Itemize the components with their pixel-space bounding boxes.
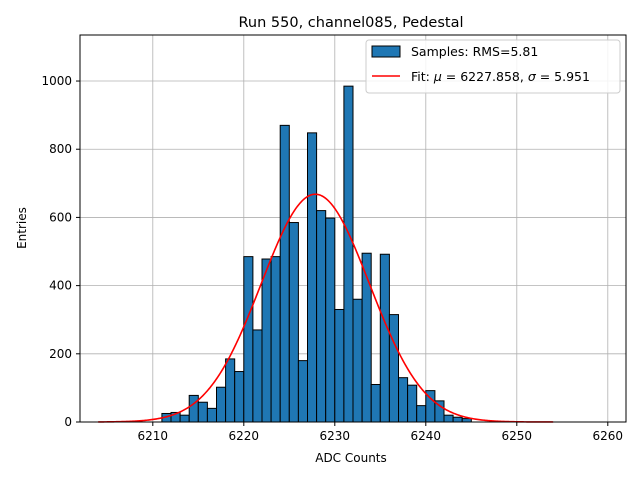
histogram-bar bbox=[343, 85, 354, 423]
histogram-bar bbox=[225, 358, 236, 423]
fit-curve bbox=[98, 193, 554, 423]
histogram-bar bbox=[443, 414, 454, 423]
y-tick-label: 200 bbox=[49, 347, 72, 361]
histogram-bar bbox=[370, 383, 381, 423]
histogram-bar bbox=[288, 222, 299, 423]
legend: Samples: RMS=5.81 Fit: μ = 6227.858, σ =… bbox=[365, 39, 621, 94]
histogram-bar bbox=[388, 314, 399, 423]
fit-curve-path bbox=[98, 193, 554, 423]
legend-fit-label: Fit: μ = 6227.858, σ = 5.951 bbox=[411, 69, 590, 84]
histogram-bar bbox=[334, 308, 345, 423]
histogram-bar bbox=[452, 416, 463, 423]
histogram-bar bbox=[279, 124, 290, 423]
histogram-bar bbox=[216, 386, 227, 423]
histogram-bar bbox=[307, 132, 318, 423]
histogram-bar bbox=[416, 405, 427, 423]
histogram-bar bbox=[188, 394, 199, 423]
histogram-bar bbox=[252, 329, 263, 423]
x-tick-label: 6230 bbox=[320, 429, 351, 443]
legend-fit-sigma-symbol: σ bbox=[528, 69, 537, 84]
x-axis-label: ADC Counts bbox=[315, 451, 387, 465]
histogram-bars bbox=[161, 85, 472, 423]
x-tick-label: 6240 bbox=[411, 429, 442, 443]
x-tick-label: 6260 bbox=[593, 429, 624, 443]
y-tick-label: 0 bbox=[64, 415, 72, 429]
legend-samples-swatch bbox=[371, 45, 401, 58]
legend-fit-sigma-value: = 5.951 bbox=[536, 69, 590, 84]
histogram-bar bbox=[407, 384, 418, 423]
histogram-bar bbox=[352, 298, 363, 423]
histogram-bar bbox=[270, 256, 281, 423]
histogram-bar bbox=[179, 414, 190, 423]
chart-title: Run 550, channel085, Pedestal bbox=[238, 15, 463, 31]
legend-fit-mu-symbol: μ bbox=[433, 69, 442, 84]
x-tick-label: 6220 bbox=[229, 429, 260, 443]
y-tick-label: 1000 bbox=[41, 74, 72, 88]
histogram-bar bbox=[325, 217, 336, 423]
legend-box bbox=[365, 39, 621, 94]
legend-fit-prefix: Fit: bbox=[411, 69, 434, 84]
histogram-bar bbox=[197, 401, 208, 423]
y-tick-label: 400 bbox=[49, 279, 72, 293]
histogram-bar bbox=[316, 210, 327, 423]
x-tick-label: 6250 bbox=[502, 429, 533, 443]
legend-samples-label: Samples: RMS=5.81 bbox=[411, 44, 538, 59]
histogram-bar bbox=[261, 258, 272, 423]
histogram-bar bbox=[379, 253, 390, 423]
histogram-bar bbox=[461, 418, 472, 423]
y-tick-label: 800 bbox=[49, 142, 72, 156]
histogram-bar bbox=[234, 371, 245, 423]
histogram-bar bbox=[206, 407, 217, 423]
legend-fit-mu-value: = 6227.858, bbox=[442, 69, 528, 84]
histogram-bar bbox=[243, 256, 254, 423]
y-axis-label: Entries bbox=[15, 207, 29, 249]
plot-frame bbox=[79, 34, 627, 423]
histogram-bar bbox=[297, 360, 308, 423]
y-tick-label: 600 bbox=[49, 210, 72, 224]
y-axis: 0 200 400 600 800 1000 bbox=[41, 74, 80, 429]
x-axis: 6210 6220 6230 6240 6250 6260 bbox=[138, 422, 624, 443]
x-tick-label: 6210 bbox=[138, 429, 169, 443]
histogram-bar bbox=[398, 377, 409, 423]
